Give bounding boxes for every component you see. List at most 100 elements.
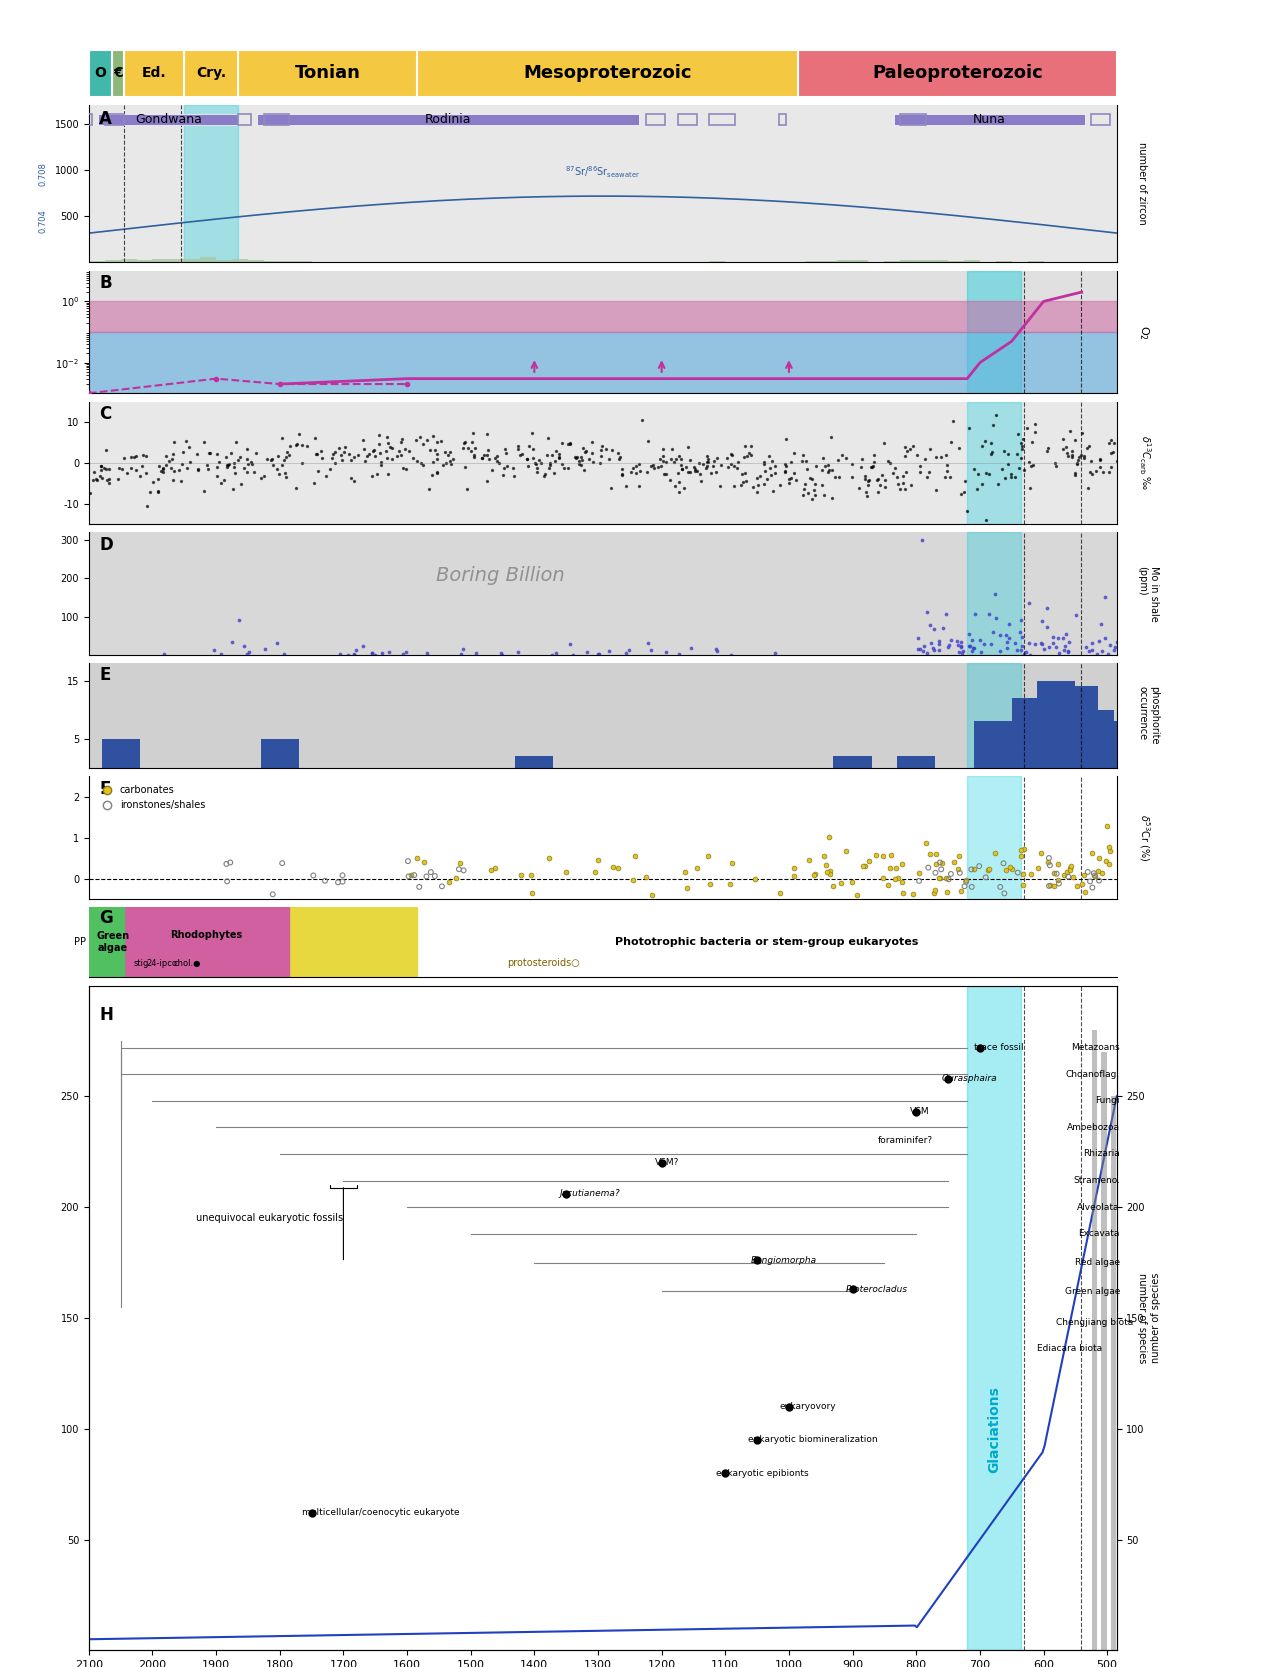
Point [981,438,1001,465]
Point [159,447,179,473]
Point [1062,442,1082,468]
Point [999,623,1019,650]
carbonates [439,869,459,895]
Point [246,440,266,467]
Point [255,635,275,662]
Point [354,435,374,462]
Point [95,437,115,463]
Point [983,618,1004,645]
Point [148,478,169,505]
Text: E: E [99,667,110,685]
Point [565,443,585,470]
Point [1093,638,1113,665]
Bar [1037,680,1075,768]
Point [1081,630,1101,657]
Point [863,448,883,475]
Bar [137,260,152,262]
carbonates [820,862,840,889]
Point [169,457,189,483]
Point [137,493,157,520]
Point [396,457,416,483]
Point [1058,443,1079,470]
Point [952,640,972,667]
Point [377,430,397,457]
Point [987,470,1008,497]
Text: Metazoans: Metazoans [1071,1044,1121,1052]
Point [527,450,547,477]
Point [792,482,812,508]
Point [274,640,294,667]
ironstones/shales [1058,864,1079,890]
Point [1076,633,1096,660]
Bar [964,260,980,262]
carbonates [884,865,905,892]
Point [464,443,485,470]
Point [863,453,883,480]
Text: Phototrophic bacteria or stem-group eukaryotes: Phototrophic bacteria or stem-group euka… [615,937,919,947]
Point [754,470,774,497]
Point [453,435,473,462]
Point [669,443,689,470]
Point [962,637,982,663]
Point [1019,448,1039,475]
Point [685,458,706,485]
Point [426,460,447,487]
Point [722,442,742,468]
Point [780,465,801,492]
Point [391,442,411,468]
Point [154,455,174,482]
Point [690,468,711,495]
Point [411,450,431,477]
Text: Rodinia: Rodinia [425,113,472,127]
Point [591,443,612,470]
carbonates [1003,855,1023,882]
Point [924,637,944,663]
carbonates [1044,860,1065,887]
Point [542,642,562,668]
Point [426,442,447,468]
Point [964,600,985,627]
Point [939,632,959,658]
Text: trace fossil: trace fossil [973,1044,1023,1052]
Bar [916,260,933,262]
Point [641,637,661,663]
Point [82,467,103,493]
Point [1046,450,1066,477]
Point [971,638,991,665]
Point [763,477,783,503]
Point [676,453,697,480]
Point [108,465,128,492]
FancyBboxPatch shape [124,50,184,97]
Point [911,527,931,553]
Point [742,473,763,500]
Point [784,460,805,487]
ironstones/shales [332,869,353,895]
Point [94,455,114,482]
Point [335,433,355,460]
Point [986,402,1006,428]
ironstones/shales [954,874,975,900]
carbonates [538,844,558,870]
Point [967,475,987,502]
Bar [678,115,697,125]
Point [621,458,641,485]
Point [1079,433,1099,460]
carbonates [1039,872,1060,899]
Point [398,437,419,463]
Point [1095,583,1115,610]
carbonates [879,855,900,882]
Point [910,453,930,480]
Point [225,460,245,487]
carbonates [799,847,820,874]
carbonates [892,850,912,877]
Point [496,440,516,467]
Point [258,445,278,472]
Point [1005,630,1025,657]
Point [707,638,727,665]
FancyBboxPatch shape [112,50,124,97]
Point [275,458,296,485]
Point [740,440,760,467]
Point [353,427,373,453]
ironstones/shales [990,874,1010,900]
Point [402,445,423,472]
